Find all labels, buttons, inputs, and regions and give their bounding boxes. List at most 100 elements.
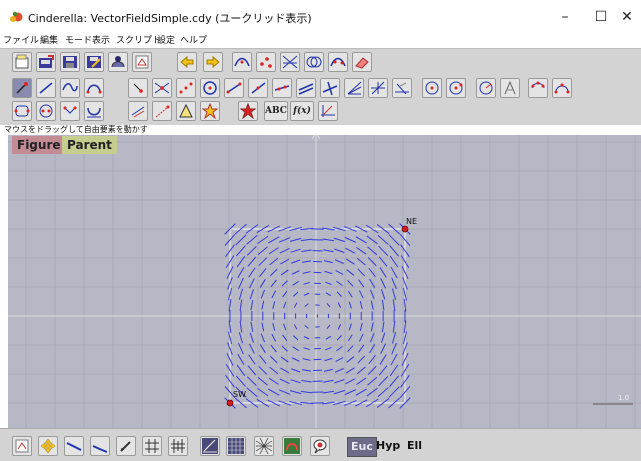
vector-arrow (356, 378, 366, 385)
redo-button[interactable] (203, 52, 223, 72)
vector-arrow (338, 324, 340, 329)
perpendicular-icon (322, 80, 338, 96)
save-file-button[interactable] (60, 52, 80, 72)
mirror-button[interactable] (60, 101, 80, 121)
vector-arrow (294, 303, 297, 308)
move-mode-button[interactable] (12, 78, 32, 98)
new-file-button[interactable] (12, 52, 32, 72)
add-point-button[interactable] (128, 78, 148, 98)
pencil-button[interactable] (116, 436, 136, 456)
menu-script[interactable]: スクリプト (116, 34, 161, 48)
add-curve-button[interactable] (60, 78, 80, 98)
point-sw[interactable] (227, 400, 233, 406)
conic-five-points-button[interactable] (528, 78, 548, 98)
intersect-button[interactable] (152, 78, 172, 98)
parent-tab[interactable]: Parent (62, 136, 117, 154)
midpoint-button[interactable] (176, 78, 196, 98)
parallel-button[interactable] (296, 78, 316, 98)
view-circles-button[interactable] (304, 52, 324, 72)
vector-arrow (349, 324, 351, 331)
angle-bisector-button[interactable] (344, 78, 364, 98)
vector-arrow (251, 300, 253, 310)
save-as-file-button[interactable] (84, 52, 104, 72)
circle-three-points-icon (424, 80, 440, 96)
ray-icon (250, 80, 266, 96)
grid-hash-button[interactable] (168, 436, 188, 456)
vector-arrow (359, 334, 363, 342)
move-view-button[interactable] (38, 436, 58, 456)
menu-file[interactable]: ファイル (3, 34, 39, 48)
text-tool-button[interactable]: ABC (264, 101, 288, 121)
vector-arrow (360, 323, 362, 331)
perpendicular-button[interactable] (320, 78, 340, 98)
menu-edit[interactable]: 編集 (40, 34, 58, 48)
hex-grid-button[interactable] (254, 436, 274, 456)
load-button[interactable] (108, 52, 128, 72)
vector-arrow (280, 379, 290, 384)
axes-button[interactable] (318, 101, 338, 121)
measure-angle-button[interactable] (152, 101, 172, 121)
minimize-button[interactable]: – (550, 6, 580, 28)
elliptic-geometry-button[interactable]: Ell (404, 437, 425, 455)
info-button[interactable] (310, 436, 330, 456)
arc-icon (86, 80, 102, 96)
menu-view[interactable]: 表示 (92, 34, 110, 48)
vector-arrow (259, 366, 267, 374)
pen-tool-button[interactable] (90, 436, 110, 456)
pdf-export-button[interactable] (12, 436, 32, 456)
circle-three-points-button[interactable] (422, 78, 442, 98)
locus-button[interactable] (84, 101, 104, 121)
close-button[interactable]: ✕ (612, 6, 641, 28)
view-all-button[interactable] (328, 52, 348, 72)
vector-arrow (270, 258, 278, 264)
compass-button[interactable] (368, 78, 388, 98)
eraser-button[interactable] (352, 52, 372, 72)
add-line-button[interactable] (36, 78, 56, 98)
drawing-canvas[interactable]: NE SW 1.0 Figure Parent (8, 135, 641, 428)
line-through-button[interactable] (272, 78, 292, 98)
circle-by-center-button[interactable] (36, 101, 56, 121)
function-tool-button[interactable]: f(x) (290, 101, 314, 121)
grid-plus-button[interactable] (142, 436, 162, 456)
menu-settings[interactable]: 設定 (157, 34, 175, 48)
vector-arrow (260, 344, 265, 352)
measure-distance-button[interactable] (128, 101, 148, 121)
compass-tool-button[interactable] (500, 78, 520, 98)
transform-button[interactable] (200, 101, 220, 121)
geometry-view[interactable]: NE SW 1.0 (8, 135, 641, 428)
vector-arrow (390, 245, 399, 256)
segment-button[interactable] (224, 78, 244, 98)
vector-arrow (294, 324, 297, 329)
hyperbolic-geometry-button[interactable]: Hyp (373, 437, 403, 455)
vector-arrow (323, 239, 334, 241)
menu-mode[interactable]: モード (65, 34, 92, 48)
star-polygon-button[interactable] (238, 101, 258, 121)
view-conic-button[interactable] (232, 52, 252, 72)
circle-button[interactable] (200, 78, 220, 98)
vector-arrow (260, 279, 265, 287)
figure-tab[interactable]: Figure (12, 136, 66, 154)
menu-help[interactable]: ヘルプ (180, 34, 207, 48)
circle-center-point-button[interactable] (446, 78, 466, 98)
vector-arrow (250, 289, 253, 299)
conic-points-button[interactable] (552, 78, 572, 98)
view-points-button[interactable] (256, 52, 276, 72)
circle-radius-button[interactable] (392, 78, 412, 98)
print-button[interactable] (132, 52, 152, 72)
coordinates-button[interactable] (200, 436, 220, 456)
line-tool-button[interactable] (64, 436, 84, 456)
undo-button[interactable] (177, 52, 197, 72)
vector-arrow (370, 290, 373, 299)
fine-grid-button[interactable] (226, 436, 246, 456)
ray-button[interactable] (248, 78, 268, 98)
view-lines-button[interactable] (280, 52, 300, 72)
open-file-button[interactable] (36, 52, 56, 72)
measure-area-button[interactable] (176, 101, 196, 121)
snap-button[interactable] (282, 436, 302, 456)
add-arc-button[interactable] (84, 78, 104, 98)
point-ne[interactable] (402, 226, 408, 232)
reflect-button[interactable] (476, 78, 496, 98)
vector-arrow (238, 354, 244, 365)
polygon-button[interactable] (12, 101, 32, 121)
vector-arrow (347, 270, 354, 276)
